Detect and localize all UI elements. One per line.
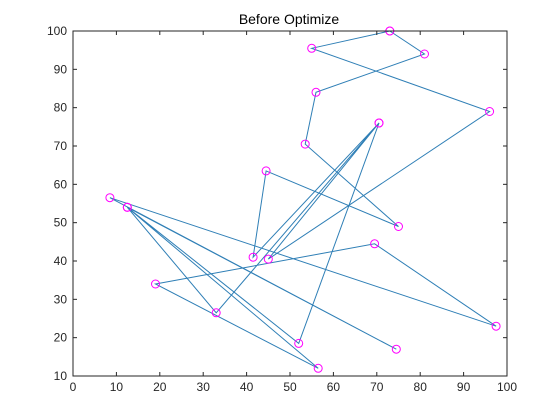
data-point bbox=[420, 49, 429, 59]
data-point bbox=[122, 202, 132, 212]
x-tick-label: 100 bbox=[497, 380, 517, 394]
x-tick-label: 50 bbox=[283, 380, 297, 394]
x-tick-label: 10 bbox=[110, 380, 124, 394]
data-point bbox=[491, 321, 501, 331]
data-point bbox=[391, 344, 401, 354]
data-point bbox=[248, 252, 258, 262]
data-point bbox=[151, 279, 160, 289]
x-tick-label: 30 bbox=[197, 380, 211, 394]
data-point bbox=[307, 43, 317, 53]
y-tick-label: 100 bbox=[47, 24, 67, 38]
data-point bbox=[263, 254, 273, 264]
y-tick-label: 10 bbox=[54, 369, 68, 383]
y-tick-label: 20 bbox=[54, 331, 68, 345]
data-point bbox=[211, 308, 221, 318]
x-tick-label: 70 bbox=[370, 380, 384, 394]
y-tick-label: 60 bbox=[54, 177, 68, 191]
data-point bbox=[311, 87, 321, 97]
x-tick-label: 20 bbox=[153, 380, 167, 394]
data-point bbox=[394, 222, 403, 231]
x-tick-label: 80 bbox=[414, 380, 428, 394]
x-tick-label: 60 bbox=[327, 380, 341, 394]
y-tick-label: 70 bbox=[54, 139, 68, 153]
data-point bbox=[485, 107, 495, 116]
series-line bbox=[109, 30, 497, 369]
data-point bbox=[313, 363, 323, 373]
y-tick-label: 40 bbox=[54, 254, 68, 268]
x-tick-label: 40 bbox=[240, 380, 254, 394]
data-point bbox=[300, 139, 310, 149]
data-point bbox=[294, 338, 304, 348]
data-point bbox=[105, 193, 115, 203]
y-tick-label: 30 bbox=[54, 292, 68, 306]
data-point bbox=[374, 118, 384, 128]
chart-title: Before Optimize bbox=[239, 11, 340, 27]
data-point bbox=[261, 166, 271, 176]
x-tick-label: 90 bbox=[457, 380, 471, 394]
x-tick-label: 0 bbox=[70, 380, 77, 394]
y-tick-label: 90 bbox=[54, 62, 68, 76]
y-tick-label: 50 bbox=[54, 216, 68, 230]
y-tick-label: 80 bbox=[54, 101, 68, 115]
plot-area: 0 10 20 30 40 50 60 70 80 90 100102030405060708090… bbox=[47, 24, 517, 394]
data-point bbox=[370, 239, 380, 249]
